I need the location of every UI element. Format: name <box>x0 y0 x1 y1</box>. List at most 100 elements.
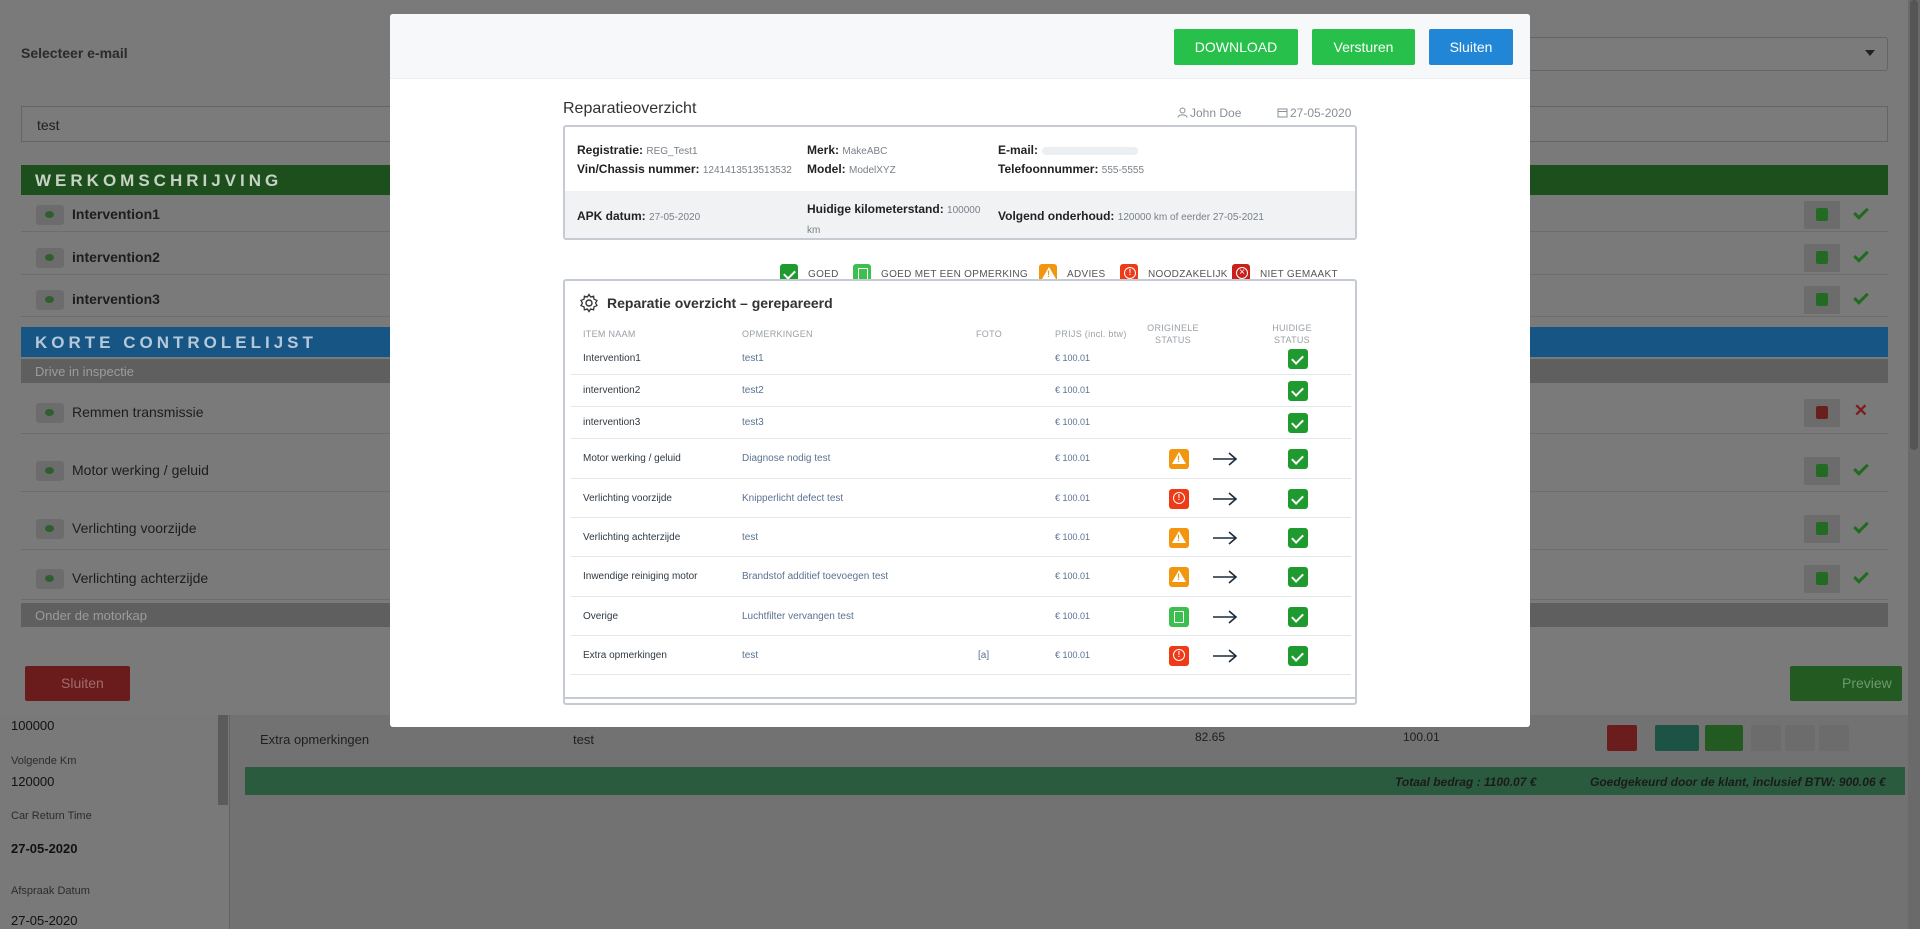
list-item-label: intervention3 <box>72 291 160 307</box>
item-price: € 100.01 <box>1055 650 1091 660</box>
pin-icon[interactable] <box>1785 725 1815 751</box>
item-name: Inwendige reiniging motor <box>583 571 698 582</box>
thumbs-down-icon[interactable] <box>1804 399 1840 427</box>
list-item-label: Verlichting voorzijde <box>72 520 197 536</box>
arrow-right-icon <box>1213 649 1238 663</box>
km-value: 100000 <box>11 718 55 733</box>
km-unit: km <box>807 225 821 236</box>
list-item-label: Intervention1 <box>72 206 160 222</box>
eye-icon[interactable] <box>36 403 64 423</box>
legend-label: NIET GEMAAKT <box>1260 269 1338 280</box>
user-check-icon[interactable] <box>1705 725 1743 751</box>
legend-label: NOODZAKELIJK <box>1148 269 1228 280</box>
eye-icon[interactable] <box>36 205 64 225</box>
header-opmerkingen: OPMERKINGEN <box>742 329 813 339</box>
item-remark: Diagnose nodig test <box>742 453 831 464</box>
item-price: € 100.01 <box>1055 453 1091 463</box>
onder-motorkap-title: Onder de motorkap <box>35 608 148 623</box>
warning-icon <box>1039 264 1057 282</box>
return-time-value: 27-05-2020 <box>11 841 78 856</box>
side-scrollbar[interactable] <box>218 715 228 805</box>
arrow-right-icon <box>1213 570 1238 584</box>
warning-icon <box>1169 449 1189 469</box>
list-item-label: Motor werking / geluid <box>72 462 209 478</box>
next-section-edge <box>563 697 1357 699</box>
eye-icon[interactable] <box>36 248 64 268</box>
check-icon <box>1288 567 1308 587</box>
thumbs-up-icon[interactable] <box>1804 201 1840 229</box>
block-icon[interactable] <box>1607 725 1637 751</box>
repair-overview-box: Reparatie overzicht – gerepareerd ITEM N… <box>563 279 1357 705</box>
item-name: Verlichting voorzijde <box>583 493 672 504</box>
check-icon <box>1853 518 1869 534</box>
item-price: € 100.01 <box>1055 417 1091 427</box>
vehicle-info-box: Registratie: REG_Test1 Vin/Chassis numme… <box>563 125 1357 240</box>
table-row: Extra opmerkingen test [a] € 100.01 <box>571 636 1351 675</box>
item-photo[interactable]: [a] <box>978 650 990 661</box>
item-remark: test <box>742 532 759 543</box>
modal-header: DOWNLOAD Versturen Sluiten <box>390 14 1530 79</box>
alert-circle-icon <box>1120 264 1138 282</box>
send-button[interactable]: Versturen <box>1312 29 1415 65</box>
table-row: intervention3 test3 € 100.01 <box>571 407 1351 439</box>
thumbs-up-icon[interactable] <box>1804 457 1840 485</box>
afspraak-label: Afspraak Datum <box>11 885 90 897</box>
gear-icon <box>580 293 598 313</box>
close-button[interactable]: Sluiten <box>1429 29 1513 65</box>
chevron-down-icon <box>1865 50 1875 56</box>
arrow-right-icon <box>1213 610 1238 624</box>
page-scrollbar[interactable] <box>1908 0 1920 929</box>
photo-icon[interactable] <box>1655 725 1699 751</box>
werkomschrijving-title: WERKOMSCHRIJVING <box>35 171 283 190</box>
repair-overview-modal: DOWNLOAD Versturen Sluiten Reparatieover… <box>390 14 1530 727</box>
merk-value: MakeABC <box>842 146 888 157</box>
thumbs-up-icon[interactable] <box>1804 286 1840 314</box>
check-icon <box>1853 247 1869 263</box>
report-date-value: 27-05-2020 <box>1290 106 1352 120</box>
legend-label: GOED <box>808 269 839 280</box>
check-icon <box>780 264 798 282</box>
alert-circle-icon <box>1169 646 1189 666</box>
user-icon <box>1177 107 1188 118</box>
preview-button[interactable]: Preview <box>1790 666 1902 701</box>
note-icon <box>1169 607 1189 627</box>
header-huidige: HUIDIGE <box>1272 323 1312 333</box>
korte-controlelijst-title: KORTE CONTROLELIJST <box>35 333 317 352</box>
header-originele: ORIGINELE <box>1147 323 1199 333</box>
calendar-icon <box>1277 108 1288 118</box>
arrow-right-icon <box>1213 531 1238 545</box>
item-remark: Luchtfilter vervangen test <box>742 611 854 622</box>
email-label: E-mail: <box>998 143 1039 157</box>
footer-close-button[interactable]: Sluiten <box>25 666 130 701</box>
table-row: Verlichting achterzijde test € 100.01 <box>571 518 1351 557</box>
email-select[interactable] <box>1528 37 1888 71</box>
download-button[interactable]: DOWNLOAD <box>1174 29 1298 65</box>
registratie-label: Registratie: <box>577 143 644 157</box>
apk-field: APK datum: 27-05-2020 <box>577 209 700 223</box>
thumbs-up-icon[interactable] <box>1804 515 1840 543</box>
thumbs-up-icon[interactable] <box>1804 244 1840 272</box>
item-remark: test1 <box>742 353 764 364</box>
eye-icon[interactable] <box>36 461 64 481</box>
table-row: Intervention1 test1 € 100.01 <box>571 343 1351 375</box>
clock-icon[interactable] <box>1751 725 1781 751</box>
check-icon <box>1288 607 1308 627</box>
eye-icon[interactable] <box>36 290 64 310</box>
vehicle-info-row-2: APK datum: 27-05-2020 Huidige kilometers… <box>565 191 1355 238</box>
merk-label: Merk: <box>807 143 840 157</box>
eye-icon[interactable] <box>36 519 64 539</box>
registratie-value: REG_Test1 <box>646 146 698 157</box>
table-row: Overige Luchtfilter vervangen test € 100.0… <box>571 597 1351 636</box>
report-user: John Doe <box>1177 106 1241 120</box>
thumbs-up-icon[interactable] <box>1819 725 1849 751</box>
alert-circle-icon <box>1169 489 1189 509</box>
km-label: Huidige kilometerstand: <box>807 202 944 216</box>
preview-label: Preview <box>1842 675 1892 691</box>
check-icon <box>1288 646 1308 666</box>
thumbs-up-icon[interactable] <box>1804 565 1840 593</box>
check-icon <box>1853 289 1869 305</box>
eye-icon[interactable] <box>36 569 64 589</box>
row-price-incl: 100.01 <box>1403 730 1440 744</box>
item-name: intervention2 <box>583 385 641 396</box>
row-remark: test <box>573 732 594 747</box>
